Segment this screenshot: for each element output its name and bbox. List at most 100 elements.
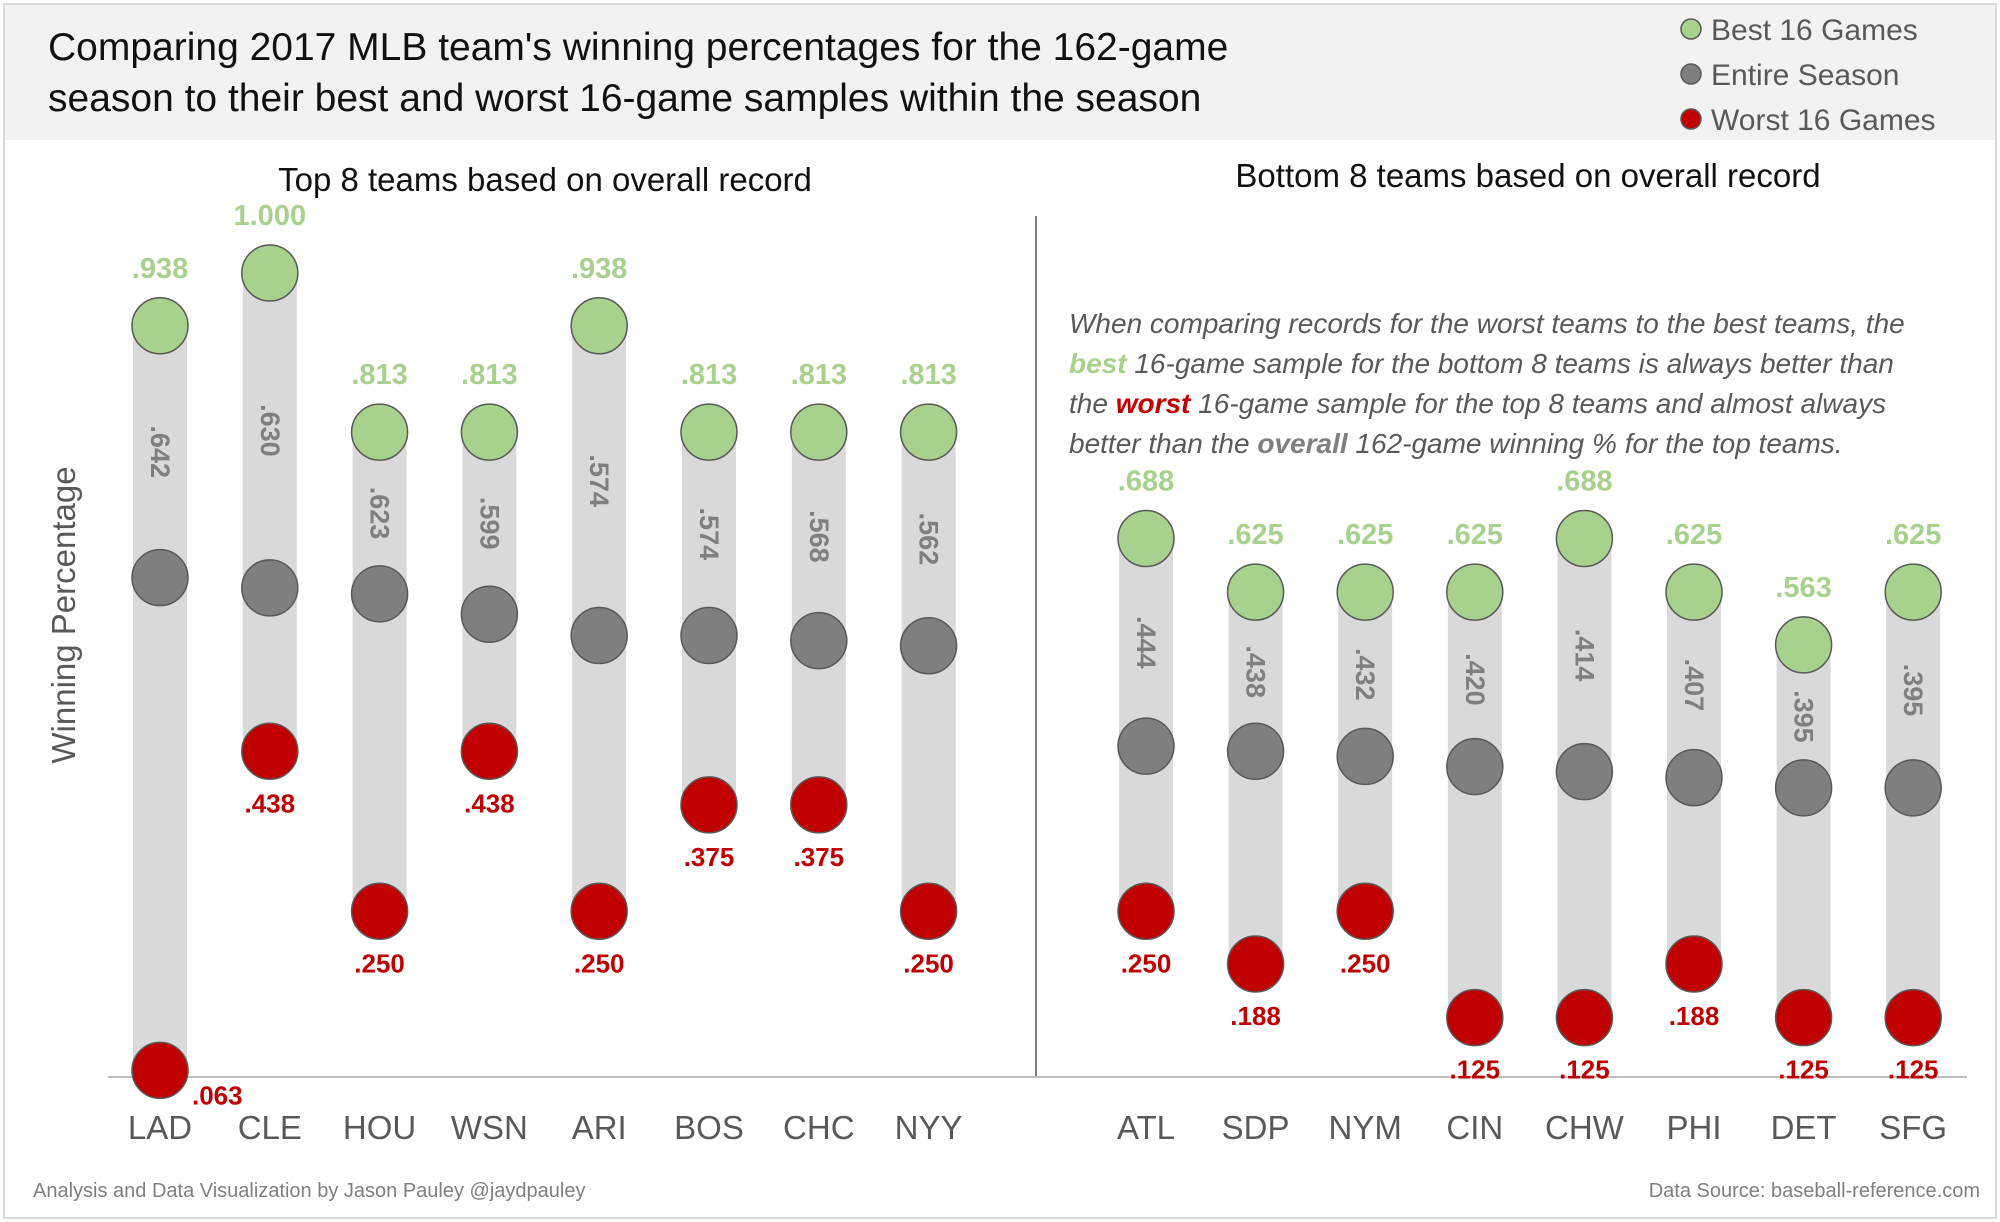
best-dot-hou bbox=[350, 403, 409, 461]
season-dot-nyy bbox=[899, 616, 958, 675]
worst-dot-phi bbox=[1665, 935, 1723, 993]
worst-dot-hou bbox=[350, 882, 409, 940]
best-dot-bos bbox=[680, 403, 738, 461]
team-label-wsn: WSN bbox=[451, 1109, 528, 1146]
best-dot-nym bbox=[1336, 563, 1394, 621]
season-label-sdp: .438 bbox=[1241, 645, 1271, 698]
worst-label-ari: .250 bbox=[574, 948, 625, 978]
range-bar-cle bbox=[242, 273, 297, 752]
best-label-phi: .625 bbox=[1666, 519, 1722, 551]
season-dot-lad bbox=[131, 548, 189, 607]
best-dot-lad bbox=[131, 297, 189, 355]
note-line-4: better than the overall 162-game winning… bbox=[1069, 428, 1843, 459]
range-bar-lad bbox=[133, 325, 187, 1071]
footer-source: Data Source: baseball-reference.com bbox=[1649, 1180, 1980, 1202]
range-bar-cin bbox=[1447, 592, 1502, 1018]
team-label-det: DET bbox=[1771, 1109, 1837, 1146]
season-dot-chc bbox=[790, 611, 848, 670]
worst-label-hou: .250 bbox=[354, 948, 405, 978]
best-label-lad: .938 bbox=[132, 253, 188, 285]
best-label-hou: .813 bbox=[351, 359, 407, 391]
worst-dot-wsn bbox=[460, 722, 519, 781]
footer-credit: Analysis and Data Visualization by Jason… bbox=[33, 1180, 585, 1202]
panel-title-top: Top 8 teams based on overall record bbox=[278, 161, 812, 198]
season-label-chc: .568 bbox=[804, 510, 834, 563]
season-label-ari: .574 bbox=[584, 454, 614, 507]
season-label-wsn: .599 bbox=[474, 497, 504, 550]
season-dot-atl bbox=[1117, 717, 1175, 775]
legend-label-season: Entire Season bbox=[1711, 59, 1899, 92]
best-label-nym: .625 bbox=[1337, 519, 1393, 551]
season-dot-cle bbox=[241, 559, 299, 617]
range-bar-det bbox=[1776, 644, 1831, 1018]
worst-label-sfg: .125 bbox=[1888, 1055, 1939, 1085]
season-label-sfg: .395 bbox=[1898, 664, 1928, 717]
season-dot-nym bbox=[1336, 727, 1394, 786]
legend: Best 16 Games Entire Season Worst 16 Gam… bbox=[1680, 14, 1936, 137]
team-label-hou: HOU bbox=[343, 1109, 416, 1146]
team-label-bos: BOS bbox=[674, 1109, 744, 1146]
worst-dot-lad bbox=[131, 1041, 189, 1100]
best-dot-det bbox=[1774, 616, 1833, 674]
best-dot-phi bbox=[1665, 563, 1723, 621]
season-label-atl: .444 bbox=[1131, 616, 1161, 669]
season-label-phi: .407 bbox=[1679, 659, 1709, 712]
range-bar-hou bbox=[352, 432, 407, 912]
season-label-chw: .414 bbox=[1569, 629, 1599, 682]
chart-title-line1: Comparing 2017 MLB team's winning percen… bbox=[48, 26, 1228, 69]
best-label-chw: .688 bbox=[1556, 466, 1612, 498]
legend-marker-season bbox=[1680, 63, 1702, 85]
season-dot-hou bbox=[350, 565, 409, 623]
season-label-hou: .623 bbox=[365, 487, 395, 540]
worst-label-wsn: .438 bbox=[464, 788, 515, 818]
season-dot-phi bbox=[1665, 748, 1723, 807]
season-label-cle: .630 bbox=[255, 404, 285, 457]
team-label-lad: LAD bbox=[128, 1109, 192, 1146]
worst-dot-bos bbox=[680, 776, 738, 834]
season-label-lad: .642 bbox=[145, 425, 175, 478]
worst-label-chc: .375 bbox=[793, 842, 844, 872]
worst-label-chw: .125 bbox=[1559, 1055, 1610, 1085]
team-label-phi: PHI bbox=[1666, 1109, 1721, 1146]
best-label-sfg: .625 bbox=[1885, 519, 1941, 551]
best-label-cin: .625 bbox=[1447, 519, 1503, 551]
worst-dot-chc bbox=[790, 776, 848, 834]
best-label-nyy: .813 bbox=[900, 359, 956, 391]
note-line-1: When comparing records for the worst tea… bbox=[1069, 308, 1905, 339]
team-label-chc: CHC bbox=[783, 1109, 855, 1146]
legend-label-best: Best 16 Games bbox=[1711, 14, 1918, 47]
team-label-nyy: NYY bbox=[895, 1109, 963, 1146]
team-label-nym: NYM bbox=[1329, 1109, 1402, 1146]
worst-label-det: .125 bbox=[1778, 1055, 1829, 1085]
season-label-cin: .420 bbox=[1460, 653, 1490, 706]
chart-frame: Comparing 2017 MLB team's winning percen… bbox=[3, 3, 1997, 1219]
team-label-cin: CIN bbox=[1446, 1109, 1503, 1146]
best-label-wsn: .813 bbox=[461, 359, 517, 391]
season-dot-sfg bbox=[1884, 759, 1942, 817]
best-dot-ari bbox=[570, 297, 628, 355]
panel-title-bottom: Bottom 8 teams based on overall record bbox=[1235, 157, 1820, 194]
season-label-nyy: .562 bbox=[914, 513, 944, 566]
team-label-sdp: SDP bbox=[1222, 1109, 1290, 1146]
season-label-det: .395 bbox=[1789, 690, 1819, 743]
best-dot-nyy bbox=[899, 403, 958, 461]
worst-dot-sfg bbox=[1884, 988, 1942, 1047]
best-label-atl: .688 bbox=[1118, 466, 1174, 498]
season-dot-det bbox=[1774, 759, 1833, 817]
best-dot-wsn bbox=[460, 403, 519, 461]
best-dot-atl bbox=[1117, 509, 1175, 568]
worst-label-nyy: .250 bbox=[903, 948, 954, 978]
note-line-2: best 16-game sample for the bottom 8 tea… bbox=[1069, 348, 1894, 379]
note-line-3: the worst 16-game sample for the top 8 t… bbox=[1069, 388, 1886, 419]
worst-dot-cle bbox=[241, 722, 299, 781]
worst-dot-det bbox=[1774, 988, 1833, 1047]
worst-dot-ari bbox=[570, 882, 628, 940]
best-label-cle: 1.000 bbox=[234, 200, 307, 232]
worst-label-sdp: .188 bbox=[1230, 1001, 1281, 1031]
worst-label-lad: .063 bbox=[192, 1080, 243, 1110]
best-dot-cin bbox=[1446, 563, 1504, 621]
worst-label-bos: .375 bbox=[684, 842, 735, 872]
best-label-ari: .938 bbox=[571, 253, 627, 285]
best-label-det: .563 bbox=[1775, 572, 1831, 604]
